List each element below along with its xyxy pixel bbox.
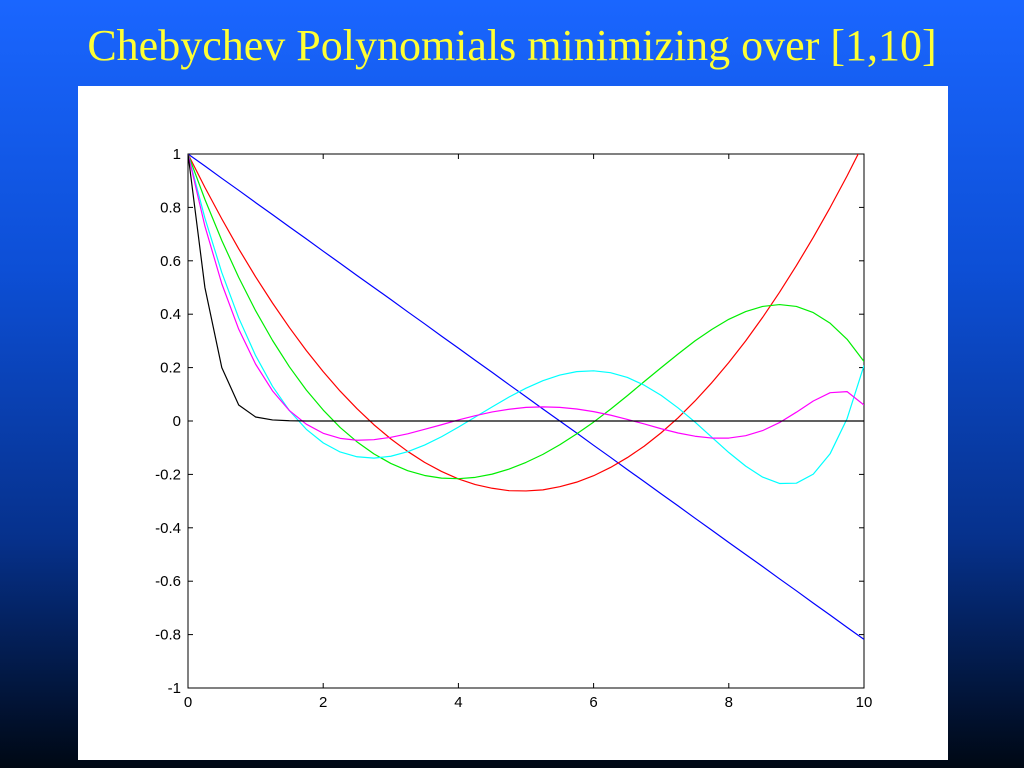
x-ticks: 0 2 4 6 8 10 <box>184 154 873 711</box>
x-tick-label: 10 <box>856 694 873 711</box>
x-tick-label: 0 <box>184 694 192 711</box>
y-tick-label: -1 <box>168 680 181 697</box>
y-tick-label: 1 <box>173 146 181 163</box>
y-tick-label: 0.6 <box>160 253 181 270</box>
chebyshev-line-chart: 0 2 4 6 8 10 -1 -0.8 -0.6 -0.4 -0.2 0 0.2 0.4 0.6 0.8 1 <box>155 146 873 711</box>
y-tick-label: -0.2 <box>155 466 181 483</box>
series-line-1 <box>188 154 864 640</box>
y-tick-label: 0 <box>173 413 181 430</box>
y-tick-label: 0.2 <box>160 360 181 377</box>
series-line-4 <box>188 154 864 485</box>
y-tick-label: -0.8 <box>155 627 181 644</box>
series-line-2 <box>188 154 859 492</box>
y-tick-label: 0.4 <box>160 306 181 323</box>
series-line-6 <box>188 154 864 422</box>
series-line-5 <box>188 154 864 441</box>
y-tick-label: 0.8 <box>160 199 181 216</box>
x-tick-label: 6 <box>589 694 597 711</box>
y-tick-label: -0.6 <box>155 573 181 590</box>
figure-panel: 0 2 4 6 8 10 -1 -0.8 -0.6 -0.4 -0.2 0 0.2 0.4 0.6 0.8 1 <box>78 86 948 760</box>
x-tick-label: 4 <box>454 694 462 711</box>
series-lines <box>188 154 864 640</box>
x-tick-label: 8 <box>725 694 733 711</box>
series-line-3 <box>188 154 864 480</box>
y-ticks: -1 -0.8 -0.6 -0.4 -0.2 0 0.2 0.4 0.6 0.8 1 <box>155 146 864 697</box>
y-tick-label: -0.4 <box>155 520 181 537</box>
slide-title: Chebychev Polynomials minimizing over [1… <box>87 21 937 70</box>
x-tick-label: 2 <box>319 694 327 711</box>
